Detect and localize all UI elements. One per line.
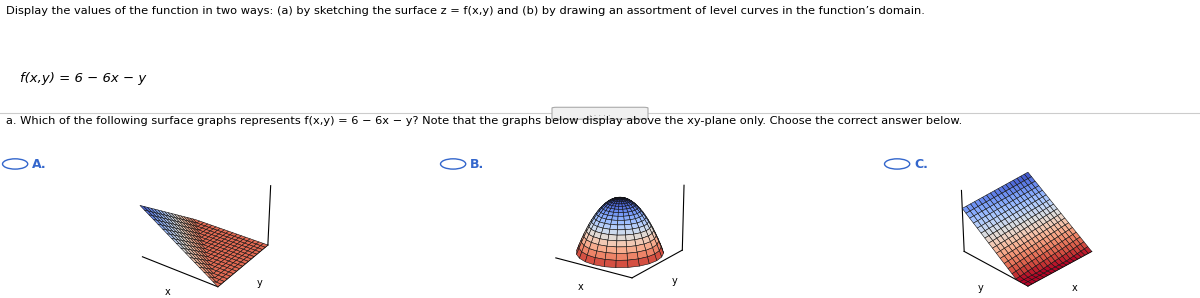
Text: . . . . .: . . . . .	[589, 109, 611, 118]
Y-axis label: y: y	[257, 278, 263, 288]
X-axis label: x: x	[578, 282, 583, 292]
Text: f(x,y) = 6 − 6x − y: f(x,y) = 6 − 6x − y	[20, 72, 146, 85]
X-axis label: x: x	[1072, 283, 1078, 293]
Text: A.: A.	[32, 158, 47, 171]
Text: a. Which of the following surface graphs represents f(x,y) = 6 − 6x − y? Note th: a. Which of the following surface graphs…	[6, 117, 962, 126]
Text: Display the values of the function in two ways: (a) by sketching the surface z =: Display the values of the function in tw…	[6, 6, 925, 16]
X-axis label: x: x	[164, 287, 170, 297]
Text: C.: C.	[914, 158, 928, 171]
Y-axis label: y: y	[978, 283, 984, 293]
Text: B.: B.	[470, 158, 484, 171]
Y-axis label: y: y	[672, 276, 678, 286]
FancyBboxPatch shape	[552, 107, 648, 119]
